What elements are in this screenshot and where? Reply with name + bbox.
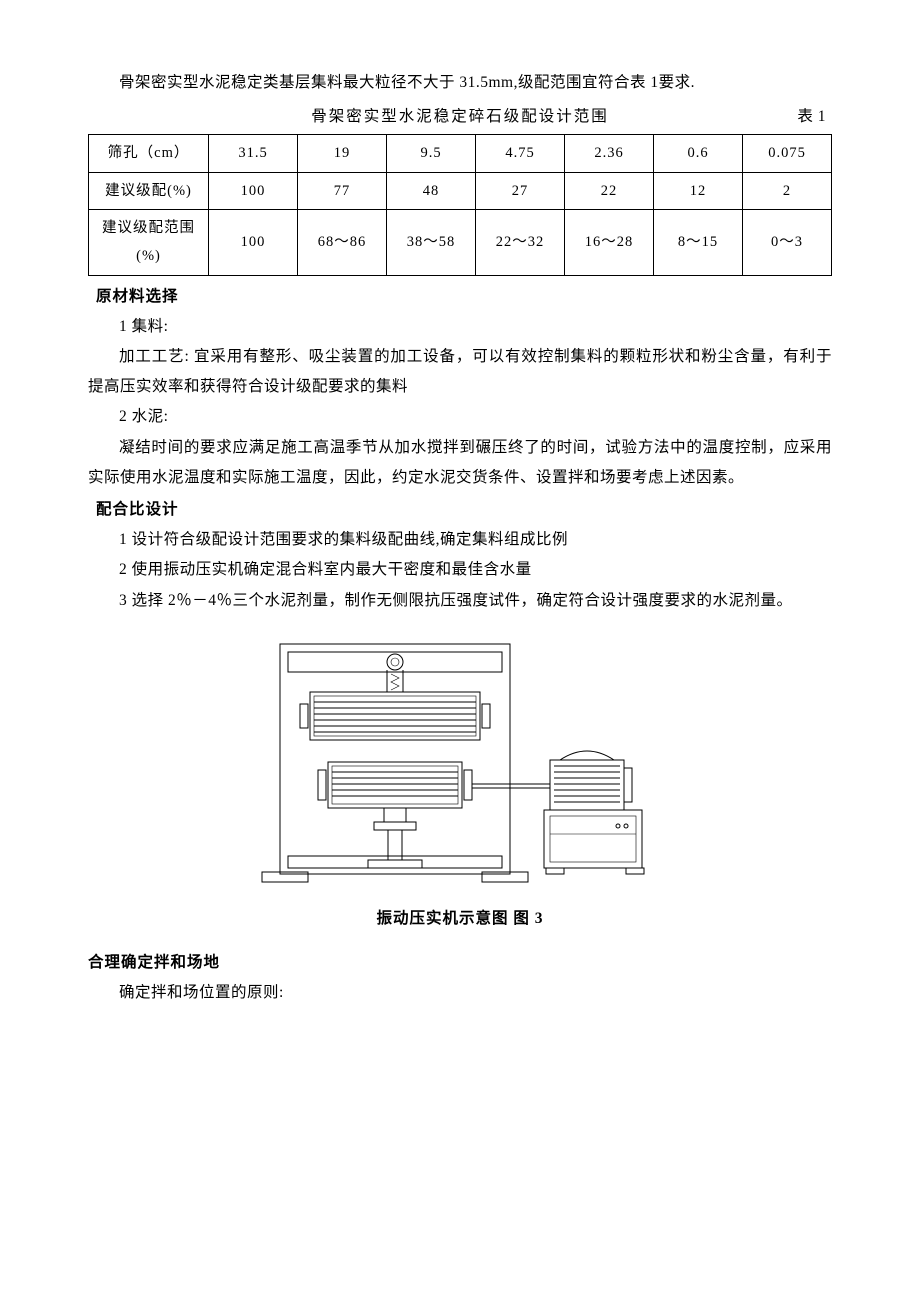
table-cell: 8～15 <box>654 209 743 275</box>
table-cell: 19 <box>298 135 387 172</box>
table-cell: 9.5 <box>387 135 476 172</box>
table-cell: 22 <box>565 172 654 209</box>
table-row: 筛孔（cm） 31.5 19 9.5 4.75 2.36 0.6 0.075 <box>89 135 832 172</box>
table-cell: 0.075 <box>743 135 832 172</box>
table-title-row: 骨架密实型水泥稳定碎石级配设计范围 表 1 <box>88 102 832 132</box>
table-row: 建议级配范围(%) 100 68～86 38～58 22～32 16～28 8～… <box>89 209 832 275</box>
table-cell: 27 <box>476 172 565 209</box>
body-text: 3 选择 2％－4％三个水泥剂量，制作无侧限抗压强度试件，确定符合设计强度要求的… <box>88 586 832 616</box>
table-cell: 2 <box>743 172 832 209</box>
table-cell: 100 <box>209 209 298 275</box>
table-cell: 12 <box>654 172 743 209</box>
body-text: 加工工艺: 宜采用有整形、吸尘装置的加工设备，可以有效控制集料的颗粒形状和粉尘含… <box>88 342 832 402</box>
section-heading-site: 合理确定拌和场地 <box>88 948 832 978</box>
table-cell: 22～32 <box>476 209 565 275</box>
body-text: 2 使用振动压实机确定混合料室内最大干密度和最佳含水量 <box>88 555 832 585</box>
body-text: 1 集料: <box>88 312 832 342</box>
table-cell: 100 <box>209 172 298 209</box>
figure-caption: 振动压实机示意图 图 3 <box>88 904 832 934</box>
table-cell: 2.36 <box>565 135 654 172</box>
intro-paragraph: 骨架密实型水泥稳定类基层集料最大粒径不大于 31.5mm,级配范围宜符合表 1要… <box>88 68 832 98</box>
table-cell: 48 <box>387 172 476 209</box>
table-tag: 表 1 <box>797 102 826 132</box>
section-heading-materials: 原材料选择 <box>96 282 832 312</box>
compactor-diagram-icon <box>250 634 670 894</box>
table-cell: 筛孔（cm） <box>89 135 209 172</box>
table-cell: 建议级配(%) <box>89 172 209 209</box>
table-cell: 4.75 <box>476 135 565 172</box>
table-cell: 建议级配范围(%) <box>89 209 209 275</box>
body-text: 确定拌和场位置的原则: <box>88 978 832 1008</box>
section-heading-mixdesign: 配合比设计 <box>96 495 832 525</box>
body-text: 2 水泥: <box>88 402 832 432</box>
table-cell: 16～28 <box>565 209 654 275</box>
table-cell: 0～3 <box>743 209 832 275</box>
table-cell: 38～58 <box>387 209 476 275</box>
table-cell: 31.5 <box>209 135 298 172</box>
table-cell: 0.6 <box>654 135 743 172</box>
body-text: 1 设计符合级配设计范围要求的集料级配曲线,确定集料组成比例 <box>88 525 832 555</box>
table-cell: 77 <box>298 172 387 209</box>
table-cell: 68～86 <box>298 209 387 275</box>
figure-compactor <box>88 634 832 894</box>
table-title: 骨架密实型水泥稳定碎石级配设计范围 <box>311 102 609 132</box>
body-text: 凝结时间的要求应满足施工高温季节从加水搅拌到碾压终了的时间，试验方法中的温度控制… <box>88 433 832 493</box>
gradation-table: 筛孔（cm） 31.5 19 9.5 4.75 2.36 0.6 0.075 建… <box>88 134 832 275</box>
table-row: 建议级配(%) 100 77 48 27 22 12 2 <box>89 172 832 209</box>
